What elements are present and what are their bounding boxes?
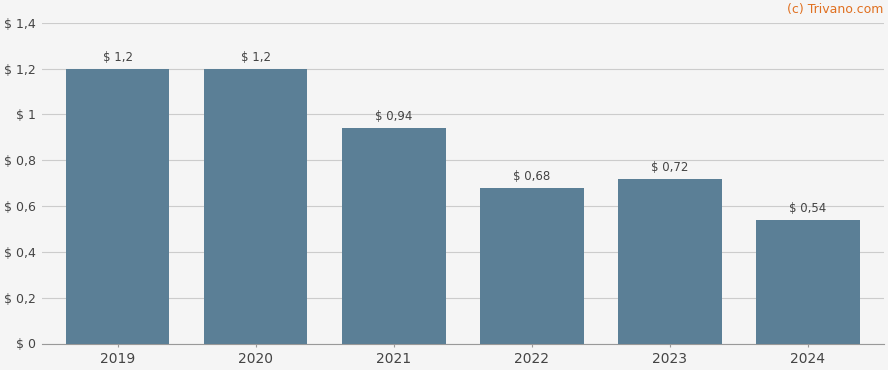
Text: $ 0,72: $ 0,72 [651,161,688,174]
Text: $ 1,2: $ 1,2 [103,51,132,64]
Bar [204,69,307,343]
Bar [618,179,722,343]
Text: $ 0,94: $ 0,94 [375,110,412,123]
Text: $ 1,2: $ 1,2 [241,51,271,64]
Text: (c) Trivano.com: (c) Trivano.com [788,3,884,16]
Bar [66,69,170,343]
Text: $ 0,68: $ 0,68 [513,170,551,183]
Bar [480,188,583,343]
Bar [342,128,446,343]
Text: $ 0,54: $ 0,54 [789,202,827,215]
Bar [757,220,860,343]
